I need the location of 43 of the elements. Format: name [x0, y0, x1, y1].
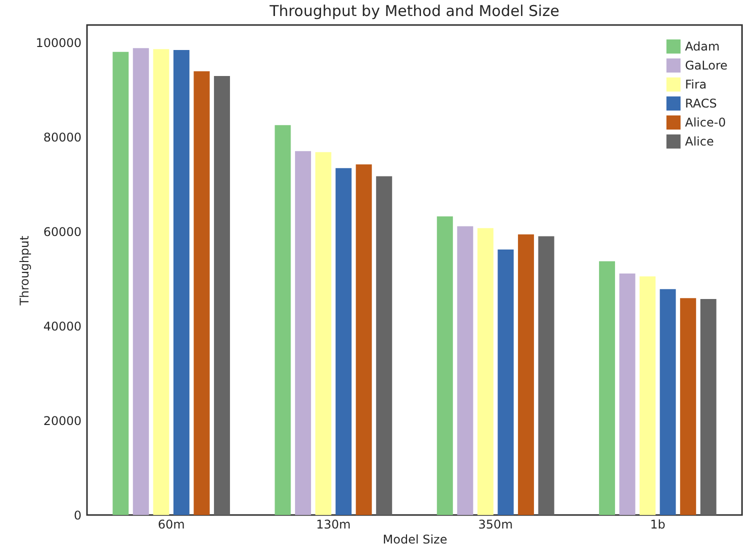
chart-title: Throughput by Method and Model Size	[268, 2, 560, 20]
bar	[376, 176, 392, 515]
bar	[214, 76, 230, 515]
x-tick-label: 350m	[478, 518, 513, 532]
bar	[477, 228, 494, 515]
bar	[457, 226, 474, 515]
legend-label: Alice-0	[685, 116, 726, 130]
legend-label: RACS	[685, 96, 717, 110]
y-tick-label: 80000	[43, 130, 82, 144]
bar	[700, 299, 716, 515]
y-tick-label: 100000	[36, 36, 82, 50]
legend-label: Alice	[685, 134, 714, 148]
bar	[538, 236, 554, 515]
x-tick-label: 1b	[650, 518, 666, 532]
y-tick-label: 0	[74, 508, 82, 522]
bar	[173, 50, 190, 515]
legend-label: GaLore	[685, 58, 728, 72]
bar	[599, 261, 616, 515]
bar	[336, 168, 352, 515]
bar	[356, 164, 372, 515]
bar	[518, 234, 534, 515]
y-axis-title: Throughput	[18, 235, 32, 306]
x-tick-label: 130m	[316, 518, 351, 532]
bar	[274, 125, 291, 515]
y-tick-label: 40000	[43, 319, 82, 334]
y-tick-label: 60000	[43, 224, 82, 239]
y-tick-label: 20000	[43, 414, 82, 428]
bar	[194, 71, 210, 515]
bar	[619, 274, 636, 515]
bar	[660, 289, 676, 515]
bar	[112, 52, 129, 515]
bar	[153, 49, 170, 515]
legend-label: Fira	[685, 78, 707, 92]
bar	[640, 276, 656, 515]
bar	[680, 298, 696, 515]
bar	[436, 216, 453, 515]
legend-label: Adam	[685, 40, 720, 54]
x-axis-title: Model Size	[382, 532, 448, 546]
bar	[132, 48, 149, 515]
bar	[315, 152, 332, 515]
bar	[498, 249, 514, 515]
x-tick-label: 60m	[158, 518, 185, 532]
bar	[295, 151, 312, 515]
